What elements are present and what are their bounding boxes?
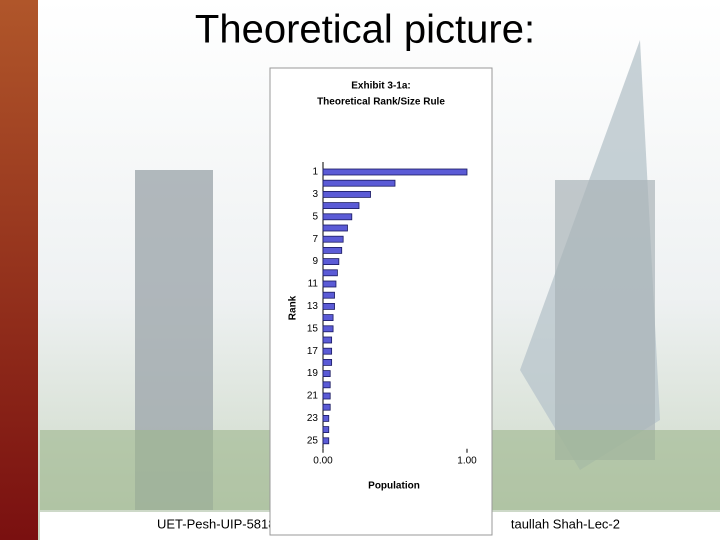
x-tick-label: 1.00 <box>457 456 477 467</box>
y-tick-label: 17 <box>307 346 319 357</box>
y-tick-label: 23 <box>307 413 319 424</box>
bar <box>322 325 334 333</box>
y-tick-label: 5 <box>312 211 318 222</box>
bar <box>322 370 331 378</box>
chart-panel <box>269 67 493 536</box>
bar <box>322 381 331 389</box>
x-tick-label: 0.00 <box>313 456 333 467</box>
bar <box>322 358 333 366</box>
bar <box>322 269 338 277</box>
y-tick-label: 7 <box>312 234 318 245</box>
chart: Exhibit 3-1a: Theoretical Rank/Size Rule… <box>288 81 478 492</box>
bar <box>322 403 331 411</box>
bar <box>322 291 335 299</box>
footer-right: taullah Shah-Lec-2 <box>511 516 620 531</box>
y-tick-label: 25 <box>307 435 319 446</box>
bar <box>322 213 353 221</box>
building <box>555 180 655 460</box>
y-tick-label: 15 <box>307 323 319 334</box>
bar <box>322 179 396 187</box>
bar <box>322 168 468 176</box>
y-tick-label: 21 <box>307 391 319 402</box>
bar <box>322 426 330 434</box>
slide-title: Theoretical picture: <box>195 8 535 52</box>
bar <box>322 392 331 400</box>
y-axis-label: Rank <box>288 295 299 320</box>
y-tick-label: 9 <box>312 256 318 267</box>
y-tick-label: 13 <box>307 301 319 312</box>
bar <box>322 314 334 322</box>
side-stripe <box>0 0 38 540</box>
bar <box>322 246 343 254</box>
bar <box>322 347 333 355</box>
y-tick-label: 3 <box>312 189 318 200</box>
bar <box>322 336 333 344</box>
y-tick-label: 11 <box>308 279 319 290</box>
bar <box>322 280 337 288</box>
bar <box>322 202 360 210</box>
bar <box>322 414 330 422</box>
x-axis-label: Population <box>368 481 420 492</box>
bar <box>322 258 340 266</box>
bar <box>322 302 335 310</box>
bar <box>322 437 330 445</box>
y-tick-label: 19 <box>307 368 319 379</box>
chart-subtitle: Theoretical Rank/Size Rule <box>317 97 445 108</box>
bar <box>322 235 344 243</box>
bar <box>322 190 371 198</box>
footer-left: UET-Pesh-UIP-5818- <box>157 516 280 531</box>
chart-title: Exhibit 3-1a: <box>351 81 410 92</box>
bar <box>322 224 348 232</box>
y-tick-label: 1 <box>312 167 318 178</box>
